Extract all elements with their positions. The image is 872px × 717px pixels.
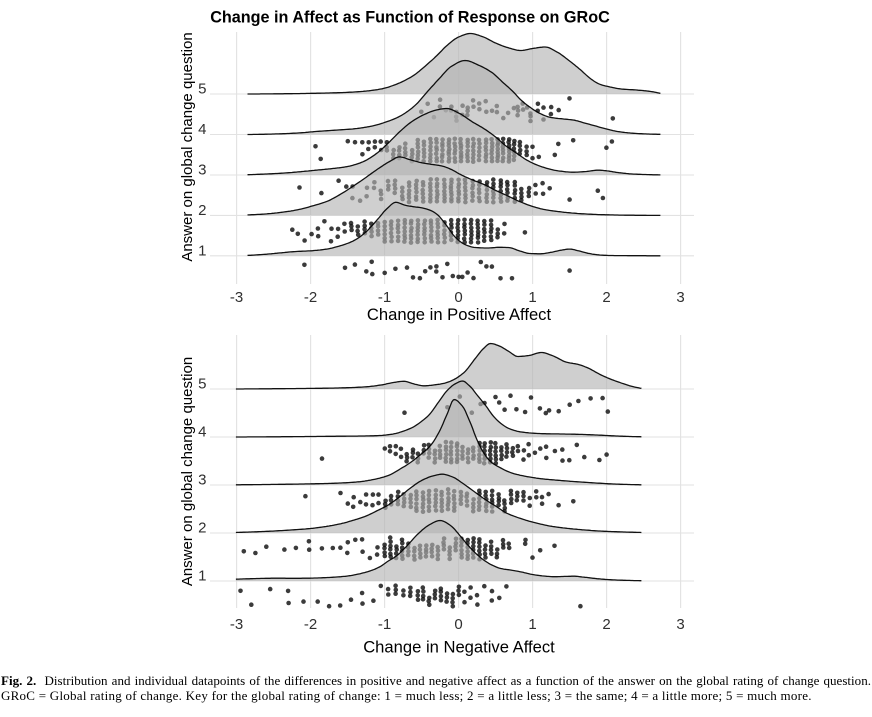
svg-text:5: 5 [198,376,206,393]
svg-text:1: 1 [198,242,206,259]
svg-text:4: 4 [198,121,206,138]
svg-text:-1: -1 [378,616,391,633]
svg-text:Change in Affect as Function o: Change in Affect as Function of Response… [210,9,610,27]
svg-text:2: 2 [602,289,610,306]
svg-text:3: 3 [198,472,206,489]
svg-text:Answer on global change questi: Answer on global change question [179,32,196,261]
svg-text:4: 4 [198,424,206,441]
svg-text:-2: -2 [304,616,317,633]
svg-text:1: 1 [198,568,206,585]
svg-text:-3: -3 [230,616,243,633]
svg-text:Answer on global change questi: Answer on global change question [179,357,196,586]
svg-text:1: 1 [528,616,536,633]
svg-text:3: 3 [676,289,684,306]
svg-text:2: 2 [198,202,206,219]
svg-text:0: 0 [454,289,462,306]
svg-text:0: 0 [454,616,462,633]
svg-text:1: 1 [528,289,536,306]
svg-text:-3: -3 [230,289,243,306]
svg-text:3: 3 [198,162,206,179]
svg-text:2: 2 [198,520,206,537]
svg-text:Change in Positive Affect: Change in Positive Affect [367,305,552,324]
svg-text:Change in Negative Affect: Change in Negative Affect [363,637,555,656]
svg-text:3: 3 [676,616,684,633]
svg-text:2: 2 [602,616,610,633]
svg-text:-1: -1 [378,289,391,306]
svg-text:-2: -2 [304,289,317,306]
svg-text:5: 5 [198,81,206,98]
